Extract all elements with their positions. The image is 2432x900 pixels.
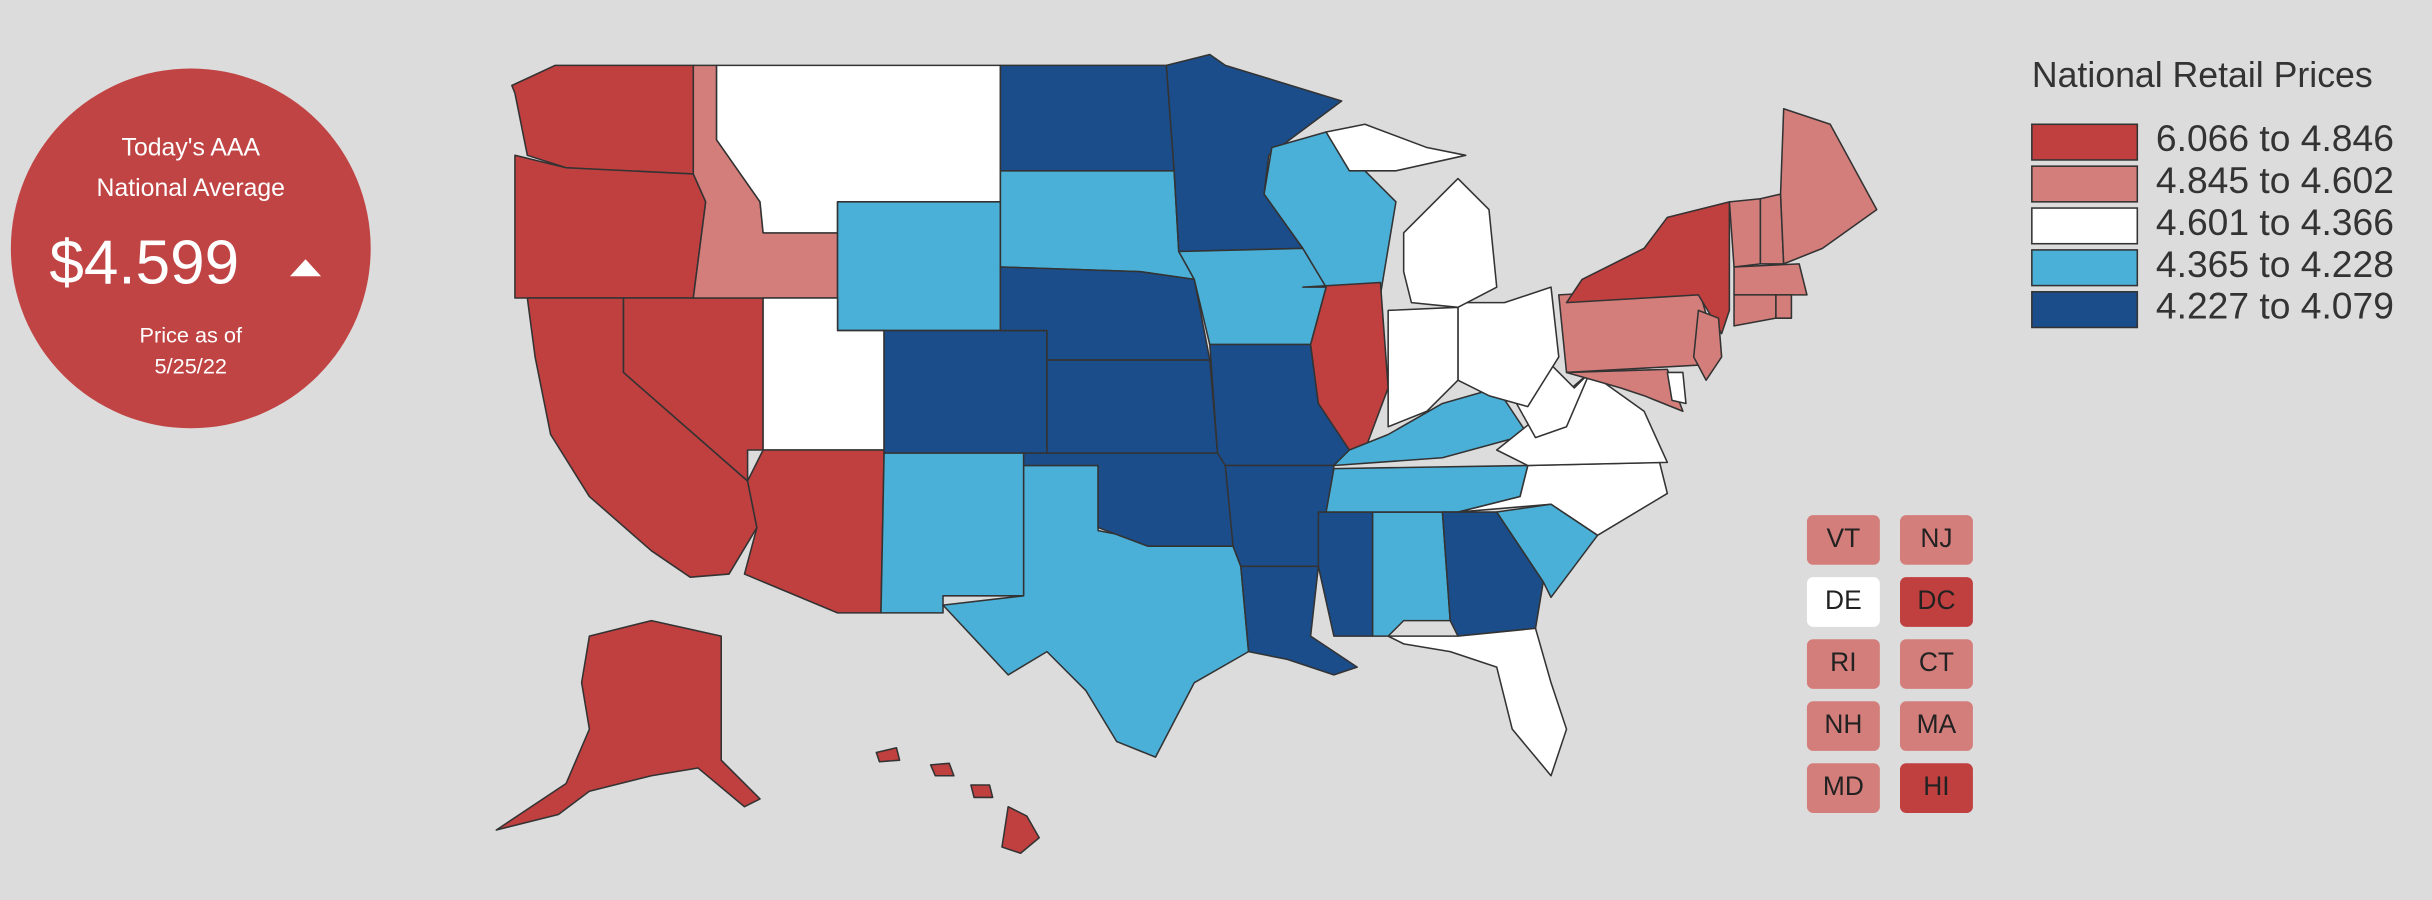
small-state-box [1900, 577, 1973, 627]
small-state-label: CT [1919, 647, 1954, 677]
state-region [999, 64, 1175, 172]
state-region [1495, 503, 1599, 599]
state-region [1666, 371, 1687, 405]
state-region [495, 619, 761, 831]
state-region [1775, 294, 1793, 319]
price-badge [10, 68, 371, 429]
state-region [1733, 263, 1808, 296]
small-state-box [1806, 639, 1880, 689]
state-region [514, 154, 707, 299]
state-region [1333, 387, 1529, 467]
badge-line1: Today's AAA [122, 135, 261, 162]
small-state-box [1806, 515, 1880, 565]
small-state-label: NJ [1920, 523, 1952, 553]
state-region [1565, 368, 1684, 412]
small-state-box [1900, 639, 1973, 689]
small-state-label: DE [1825, 585, 1862, 615]
small-state-box [1806, 577, 1880, 627]
small-state-box [1900, 515, 1973, 565]
state-region [511, 64, 695, 175]
legend-label: 4.601 to 4.366 [2156, 201, 2394, 243]
state-region [1733, 294, 1777, 327]
badge-line2: National Average [97, 175, 285, 202]
legend-swatch [2031, 123, 2139, 161]
small-state-box [1900, 701, 1973, 751]
state-region [999, 170, 1196, 281]
state-region [880, 452, 1025, 614]
state-region [1457, 286, 1560, 408]
small-states: VT NJ DE DC RI CT NH MA MD HI [1806, 515, 1973, 813]
badge-date: 5/25/22 [155, 354, 227, 379]
up-arrow [290, 259, 322, 277]
legend-title: National Retail Prices [2032, 55, 2373, 95]
state-region [1325, 464, 1529, 513]
small-state-box [1900, 763, 1973, 813]
badge-date-label: Price as of [140, 323, 243, 348]
legend-label: 4.365 to 4.228 [2156, 243, 2394, 285]
small-state-label: MD [1823, 771, 1864, 801]
small-state-label: HI [1923, 771, 1949, 801]
small-state-label: NH [1824, 709, 1862, 739]
small-state-label: MA [1917, 709, 1957, 739]
state-region [1371, 511, 1451, 637]
legend-swatch [2031, 291, 2139, 329]
legend-swatch [2031, 249, 2139, 287]
legend-swatch [2031, 165, 2139, 203]
state-region [1692, 309, 1723, 381]
state-region [929, 762, 955, 777]
state-region [1387, 627, 1568, 777]
state-region [1317, 511, 1374, 637]
small-state-label: VT [1827, 523, 1861, 553]
small-state-box [1806, 701, 1880, 751]
state-region [1325, 123, 1467, 172]
legend-swatch [2031, 207, 2139, 245]
badge-price: $4.599 [49, 228, 239, 297]
state-region [1046, 359, 1219, 454]
state-region [1402, 177, 1498, 309]
state-region [1165, 53, 1343, 253]
state-region [1001, 805, 1040, 855]
us-map [495, 53, 1878, 855]
state-region [1728, 197, 1762, 268]
state-region [836, 201, 1002, 332]
state-region [1759, 193, 1785, 265]
state-region [1565, 201, 1731, 335]
small-state-box [1806, 763, 1880, 813]
legend-label: 6.066 to 4.846 [2156, 117, 2394, 159]
small-state-label: DC [1917, 585, 1955, 615]
state-region [875, 747, 901, 763]
state-region [970, 784, 994, 799]
state-region [1240, 565, 1358, 676]
legend-label: 4.845 to 4.602 [2156, 159, 2394, 201]
state-region [883, 329, 1048, 454]
legend-label: 4.227 to 4.079 [2156, 285, 2394, 327]
state-region [743, 449, 885, 614]
small-state-label: RI [1830, 647, 1856, 677]
state-region [1779, 108, 1878, 265]
